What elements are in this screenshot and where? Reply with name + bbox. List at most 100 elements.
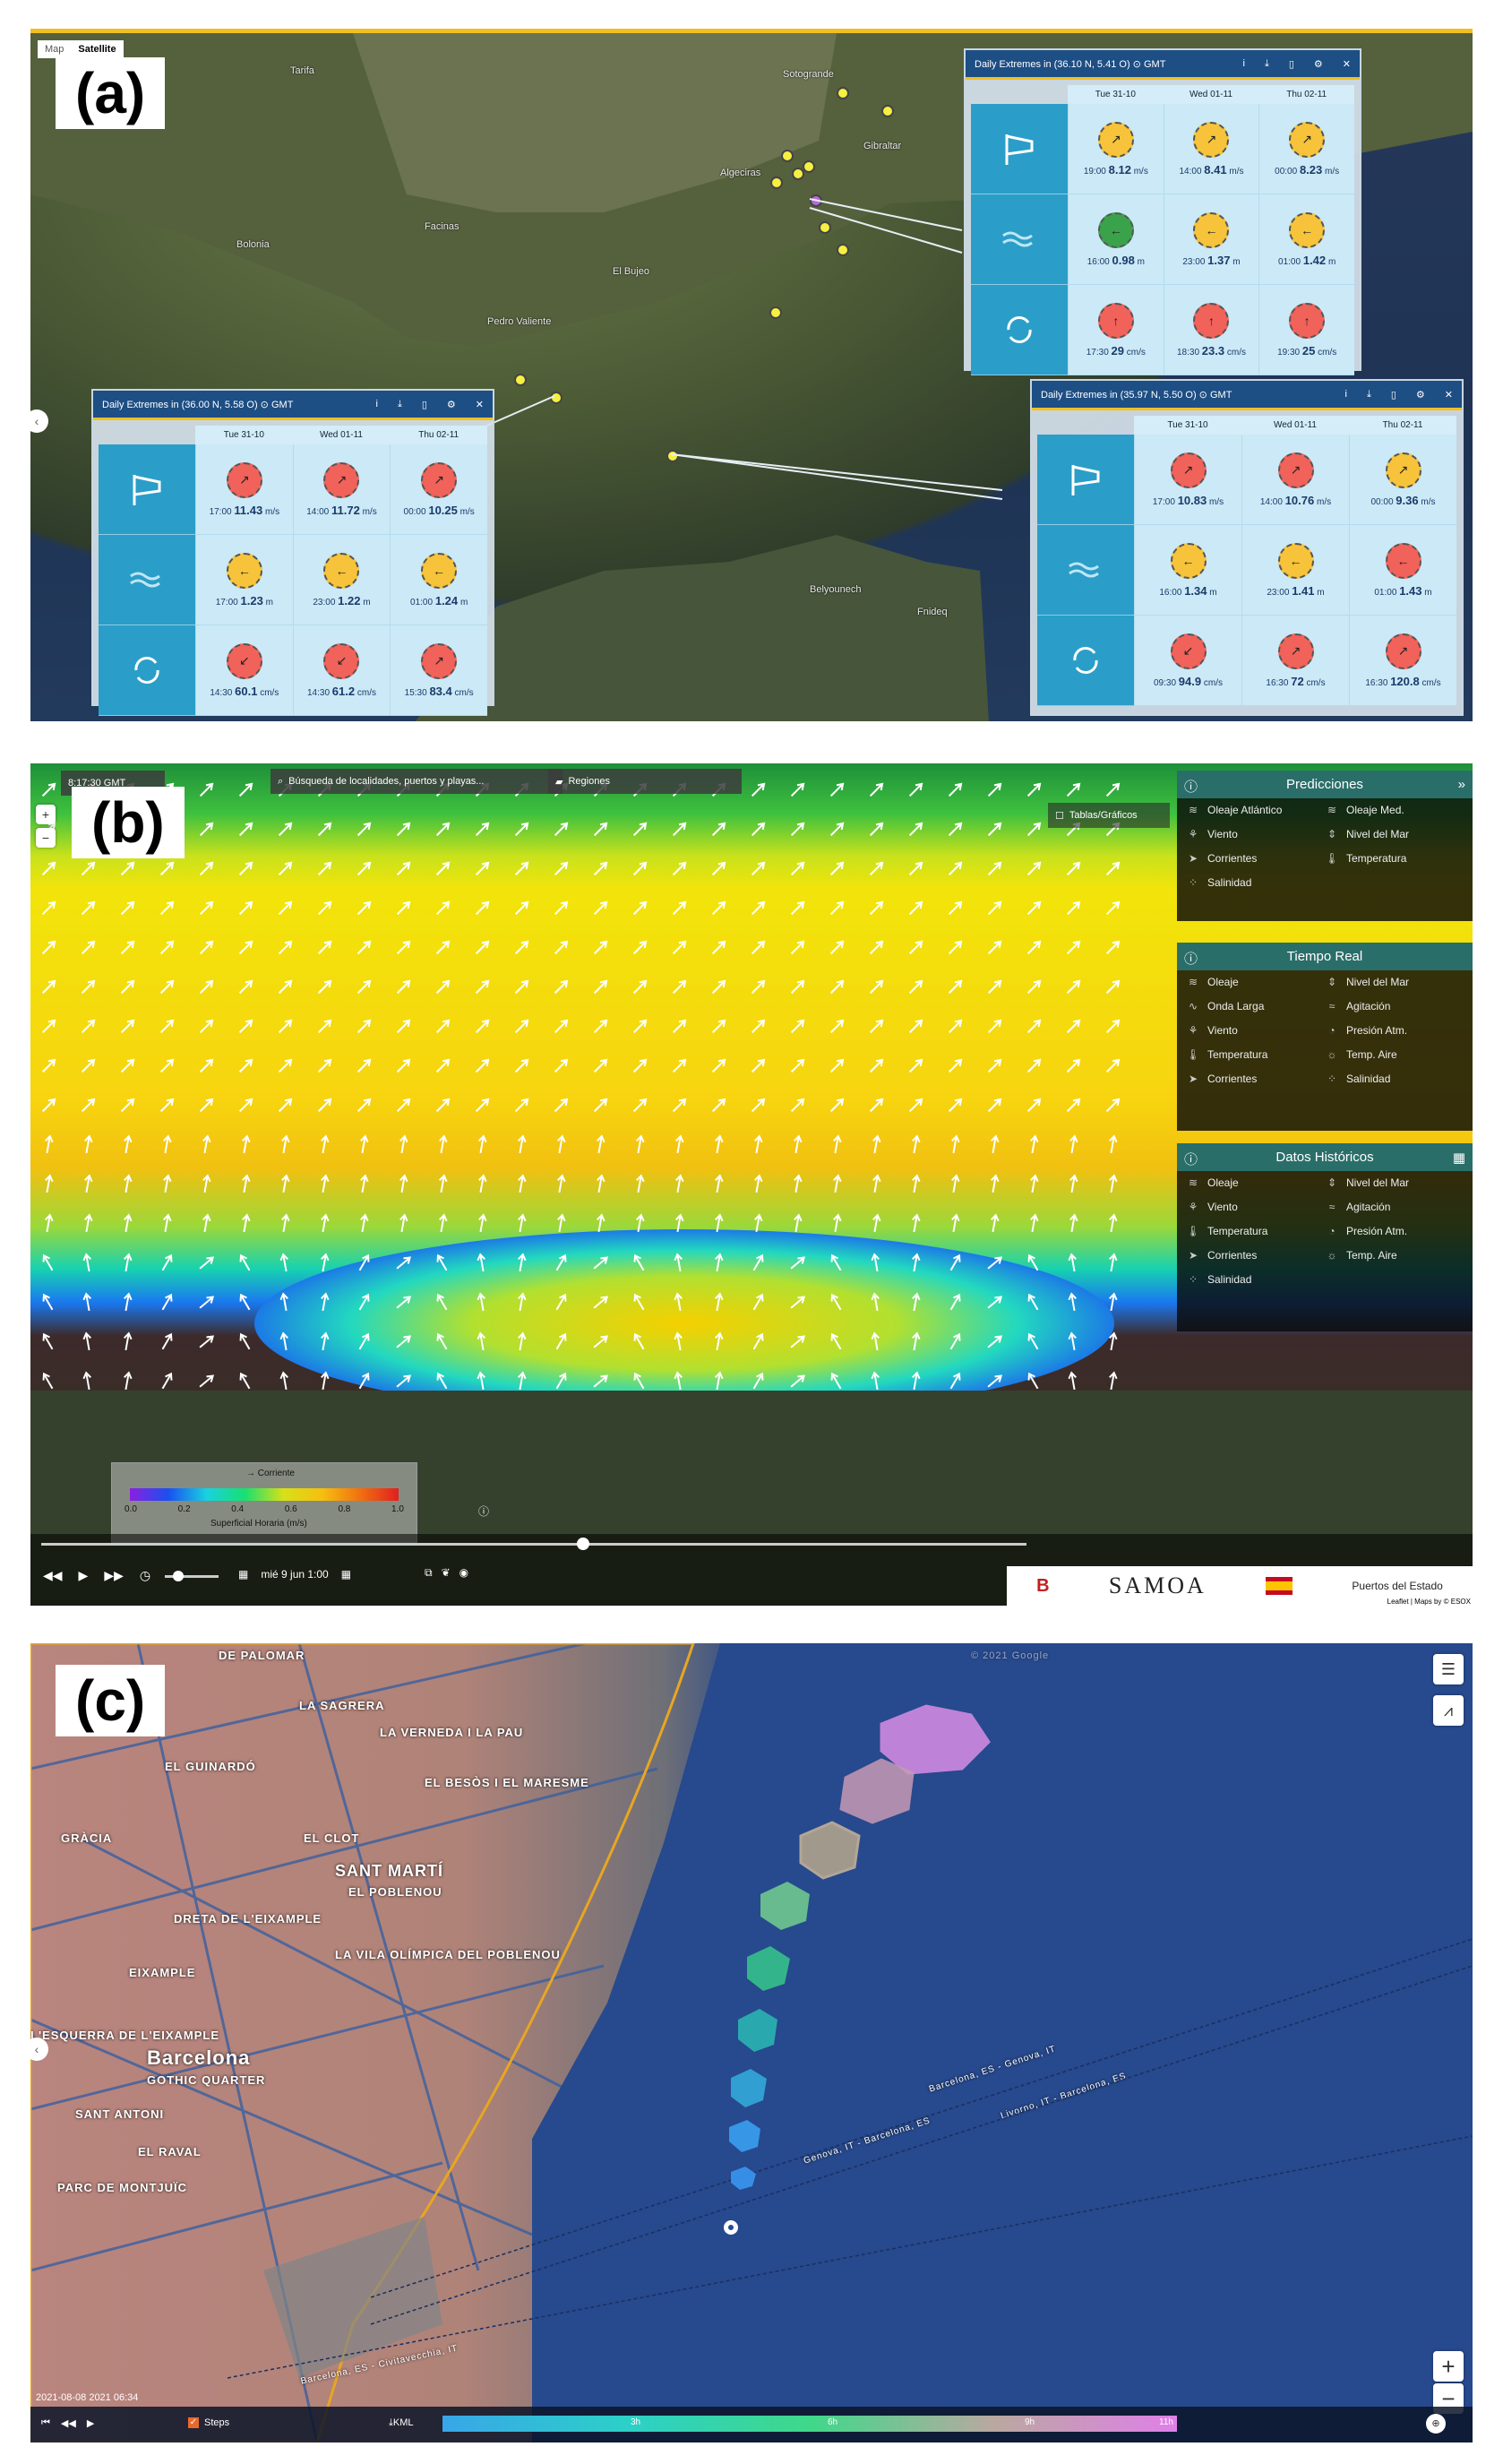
- day-header: Wed 01-11: [1241, 416, 1349, 435]
- leaf-icon[interactable]: ❦: [441, 1566, 451, 1579]
- eye-icon[interactable]: ◉: [459, 1566, 469, 1579]
- map-attribution[interactable]: Leaflet | Maps by © ESOX: [1387, 1598, 1471, 1606]
- menu-item[interactable]: ⁘ Salinidad: [1186, 1273, 1325, 1286]
- station-marker[interactable]: [837, 87, 849, 99]
- station-marker[interactable]: [514, 374, 527, 386]
- menu-item[interactable]: ∿ Onda Larga: [1186, 1000, 1325, 1012]
- menu-item[interactable]: ⚘ Viento: [1186, 828, 1325, 840]
- station-marker[interactable]: [837, 244, 849, 256]
- calendar-icon[interactable]: ▦: [238, 1568, 249, 1581]
- chart-view-button[interactable]: ⩘: [1433, 1695, 1464, 1726]
- settings-icon[interactable]: ⚙: [1415, 389, 1425, 401]
- settings-icon[interactable]: ⚙: [1313, 58, 1323, 70]
- clock-icon[interactable]: ◷: [139, 1568, 151, 1582]
- menu-item[interactable]: ⇕ Nivel del Mar: [1325, 828, 1464, 840]
- tables-charts-toggle[interactable]: ☐ Tablas/Gráficos: [1048, 803, 1170, 828]
- zoom-in-button[interactable]: +: [36, 805, 56, 824]
- list-view-button[interactable]: ☰: [1433, 1654, 1464, 1684]
- station-marker[interactable]: [803, 160, 815, 173]
- rewind-icon[interactable]: ◀◀: [43, 1568, 63, 1582]
- collapse-arrow-icon[interactable]: ‹: [30, 409, 48, 433]
- checkbox-icon[interactable]: ☐: [1055, 810, 1064, 822]
- menu-item[interactable]: ➤ Corrientes: [1186, 1073, 1325, 1085]
- menu-item[interactable]: 🌡︎ Temperatura: [1325, 852, 1407, 865]
- close-icon[interactable]: ✕: [1444, 389, 1453, 401]
- locate-icon[interactable]: ⊕: [1426, 2414, 1446, 2434]
- rewind-icon[interactable]: ◀◀: [60, 2418, 76, 2429]
- calendar-icon[interactable]: ▦: [1452, 1150, 1465, 1166]
- regions-dropdown[interactable]: ▰ Regiones: [548, 769, 742, 794]
- download-icon[interactable]: ⤓: [1264, 57, 1269, 69]
- location-search-input[interactable]: ⌕ Búsqueda de localidades, puertos y play…: [271, 769, 563, 794]
- close-icon[interactable]: ✕: [1342, 58, 1351, 70]
- kml-download-button[interactable]: ⤓KML: [389, 2417, 414, 2428]
- layers-icon[interactable]: ⧉: [425, 1566, 433, 1579]
- station-marker[interactable]: [881, 105, 894, 117]
- menu-item[interactable]: ➤ Corrientes: [1186, 852, 1325, 865]
- phone-icon[interactable]: ▯: [1390, 389, 1396, 401]
- menu-item[interactable]: ➤ Corrientes: [1186, 1249, 1325, 1262]
- menu-item[interactable]: ☼ Temp. Aire: [1325, 1249, 1464, 1262]
- info-icon[interactable]: ⓘ: [1184, 780, 1198, 795]
- menu-item[interactable]: ⁘ Salinidad: [1186, 876, 1325, 889]
- speed-slider[interactable]: [165, 1571, 219, 1581]
- station-marker[interactable]: [781, 150, 794, 162]
- zoom-in-button[interactable]: +: [1433, 2351, 1464, 2382]
- menu-item[interactable]: ≈ Agitación: [1325, 1201, 1464, 1213]
- current-arrow-icon: [321, 1213, 330, 1233]
- station-marker[interactable]: [792, 168, 804, 180]
- collapse-arrow-icon[interactable]: ‹: [30, 2038, 48, 2061]
- menu-item[interactable]: ⇕ Nivel del Mar: [1325, 1176, 1464, 1189]
- daily-extremes-widget-3[interactable]: Daily Extremes in (35.97 N, 5.50 O) ⊙ GM…: [1030, 379, 1464, 716]
- map-tab[interactable]: Map: [45, 44, 64, 55]
- collapse-icon[interactable]: »: [1457, 777, 1465, 792]
- info-icon[interactable]: i: [1242, 57, 1245, 69]
- calendar-icon[interactable]: ▦: [340, 1568, 352, 1581]
- station-marker[interactable]: [770, 177, 783, 189]
- settings-icon[interactable]: ⚙: [446, 399, 456, 410]
- station-marker[interactable]: [769, 306, 782, 319]
- map-type-switch[interactable]: Map Satellite: [38, 40, 124, 58]
- play-icon[interactable]: ▶: [86, 2418, 95, 2429]
- menu-item[interactable]: ⚘ Viento: [1186, 1024, 1325, 1037]
- info-icon[interactable]: i: [375, 398, 378, 409]
- time-gradient-bar[interactable]: 3h 6h 9h 11h: [442, 2416, 1177, 2432]
- menu-item[interactable]: 🌡︎ Temperatura: [1186, 1048, 1268, 1061]
- phone-icon[interactable]: ▯: [421, 399, 427, 410]
- menu-item[interactable]: ⚘ Viento: [1186, 1201, 1325, 1213]
- daily-extremes-widget-1[interactable]: Daily Extremes in (36.10 N, 5.41 O) ⊙ GM…: [964, 48, 1361, 375]
- info-icon[interactable]: ⓘ: [1184, 952, 1198, 967]
- place-label: Tarifa: [290, 65, 314, 76]
- info-icon[interactable]: ⓘ: [1184, 1152, 1198, 1167]
- zoom-out-button[interactable]: −: [36, 828, 56, 848]
- download-icon[interactable]: ⤓: [397, 398, 402, 409]
- play-icon[interactable]: ▶: [78, 1568, 89, 1582]
- menu-item[interactable]: ≈ Agitación: [1325, 1000, 1464, 1012]
- menu-item[interactable]: ◔ Presión Atm.: [1325, 1225, 1464, 1237]
- station-marker[interactable]: [819, 221, 831, 234]
- menu-item[interactable]: ☼ Temp. Aire: [1325, 1048, 1464, 1061]
- menu-item[interactable]: ≋ Oleaje Atlántico: [1186, 804, 1325, 816]
- current-arrow-icon: [514, 1058, 529, 1073]
- menu-item[interactable]: ◔ Presión Atm.: [1325, 1024, 1464, 1037]
- timeline-handle[interactable]: [577, 1538, 589, 1550]
- info-icon[interactable]: ⓘ: [478, 1505, 490, 1518]
- menu-item[interactable]: ⇕ Nivel del Mar: [1325, 976, 1464, 988]
- skip-back-icon[interactable]: ⏮: [41, 2417, 50, 2428]
- checkbox-checked-icon[interactable]: ✓: [188, 2417, 199, 2428]
- fast-forward-icon[interactable]: ▶▶: [104, 1568, 124, 1582]
- menu-item[interactable]: ≋ Oleaje Med.: [1325, 804, 1464, 816]
- menu-item[interactable]: ≋ Oleaje: [1186, 976, 1325, 988]
- phone-icon[interactable]: ▯: [1288, 58, 1294, 70]
- speed-handle[interactable]: [173, 1571, 184, 1581]
- close-icon[interactable]: ✕: [475, 399, 484, 410]
- info-icon[interactable]: i: [1344, 388, 1347, 400]
- download-icon[interactable]: ⤓: [1366, 388, 1371, 400]
- satellite-tab[interactable]: Satellite: [78, 44, 116, 55]
- menu-item[interactable]: ⁘ Salinidad: [1325, 1073, 1464, 1085]
- daily-extremes-widget-2[interactable]: Daily Extremes in (36.00 N, 5.58 O) ⊙ GM…: [91, 389, 494, 716]
- menu-item[interactable]: 🌡︎ Temperatura: [1186, 1225, 1268, 1237]
- menu-item[interactable]: ≋ Oleaje: [1186, 1176, 1325, 1189]
- timeline-track[interactable]: [41, 1538, 1026, 1550]
- steps-toggle[interactable]: ✓ Steps: [188, 2417, 230, 2428]
